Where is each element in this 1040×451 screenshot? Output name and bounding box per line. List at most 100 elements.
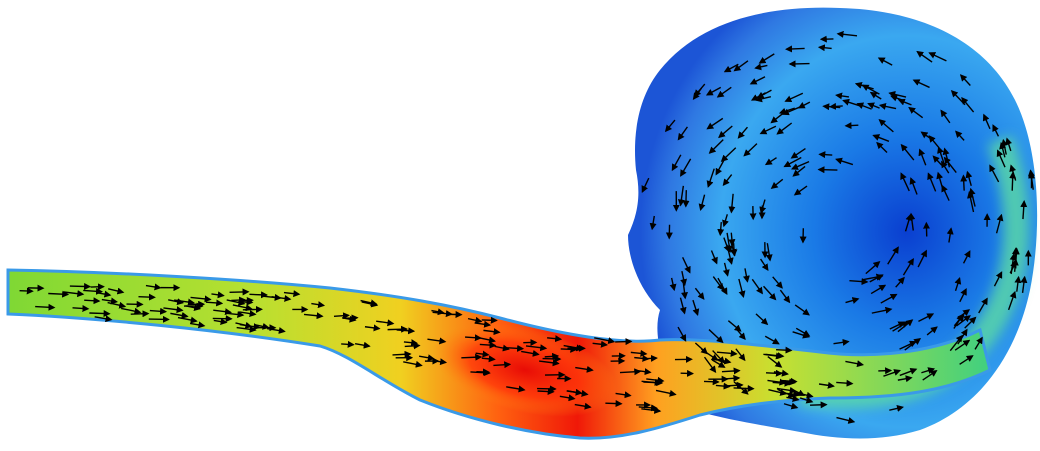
- velocity-arrow: [722, 262, 730, 277]
- velocity-arrow: [836, 416, 856, 424]
- velocity-arrow: [559, 394, 576, 402]
- velocity-arrow: [870, 284, 887, 295]
- velocity-arrow: [149, 307, 168, 315]
- velocity-arrow: [865, 261, 881, 275]
- velocity-arrow: [692, 87, 702, 100]
- velocity-arrow: [475, 336, 496, 344]
- velocity-arrow: [177, 316, 198, 324]
- velocity-arrow: [605, 400, 623, 408]
- velocity-arrow: [736, 329, 746, 341]
- velocity-arrow: [483, 328, 501, 336]
- velocity-arrow: [954, 277, 962, 292]
- velocity-arrow: [794, 304, 810, 316]
- velocity-arrow: [344, 314, 359, 322]
- velocity-arrow: [231, 296, 247, 304]
- velocity-arrow: [755, 313, 769, 326]
- velocity-arrow: [733, 381, 749, 395]
- velocity-arrow: [759, 125, 777, 135]
- velocity-arrow: [737, 126, 748, 139]
- velocity-arrow: [943, 156, 957, 174]
- velocity-arrow: [35, 303, 56, 311]
- velocity-arrow: [954, 339, 971, 351]
- velocity-arrow: [887, 246, 899, 265]
- velocity-arrow: [964, 316, 977, 329]
- velocity-arrow: [965, 170, 973, 186]
- velocity-arrow: [229, 288, 250, 296]
- velocity-arrow: [677, 326, 687, 342]
- velocity-arrow: [727, 320, 742, 332]
- velocity-arrow: [810, 401, 828, 409]
- velocity-arrow: [682, 257, 691, 274]
- velocity-arrow: [836, 379, 854, 387]
- velocity-arrow: [539, 359, 560, 367]
- velocity-arrow: [912, 79, 930, 89]
- velocity-arrow: [1005, 137, 1013, 152]
- velocity-arrow: [227, 311, 245, 318]
- velocity-arrow: [718, 125, 733, 139]
- velocity-arrow: [680, 158, 692, 177]
- velocity-arrow: [249, 291, 269, 299]
- velocity-arrow: [790, 147, 806, 159]
- velocity-arrow: [266, 327, 286, 334]
- velocity-arrow: [949, 334, 963, 352]
- velocity-arrow: [726, 244, 734, 265]
- velocity-arrow: [863, 273, 884, 281]
- velocity-arrow: [941, 160, 950, 174]
- velocity-arrow: [592, 340, 608, 348]
- velocity-arrow: [959, 287, 967, 303]
- velocity-arrow: [950, 89, 966, 106]
- velocity-arrow: [716, 86, 732, 98]
- velocity-arrow: [818, 381, 835, 389]
- velocity-arrow: [733, 384, 755, 392]
- velocity-arrow: [996, 149, 1006, 168]
- velocity-arrow: [107, 301, 127, 309]
- velocity-arrow: [567, 389, 589, 397]
- velocity-arrow: [506, 385, 526, 393]
- velocity-arrow: [69, 282, 92, 290]
- velocity-arrow: [772, 276, 783, 289]
- velocity-arrow: [354, 341, 371, 349]
- velocity-arrow: [211, 291, 225, 299]
- velocity-arrow: [205, 299, 224, 307]
- velocity-arrow: [94, 315, 113, 323]
- velocity-arrow: [677, 126, 688, 141]
- velocity-arrow: [817, 44, 832, 52]
- velocity-arrow: [835, 157, 854, 166]
- velocity-arrow: [638, 404, 659, 412]
- velocity-arrow: [953, 314, 964, 329]
- velocity-arrow: [845, 297, 860, 304]
- velocity-arrow: [655, 389, 677, 397]
- velocity-arrow: [921, 367, 936, 374]
- velocity-arrow: [721, 367, 741, 375]
- velocity-arrow: [503, 344, 525, 352]
- velocity-arrow: [717, 277, 728, 296]
- velocity-arrow: [679, 297, 687, 315]
- velocity-arrow: [784, 92, 804, 102]
- velocity-arrow: [755, 95, 772, 103]
- velocity-arrow: [793, 185, 808, 196]
- velocity-arrow: [767, 356, 783, 368]
- velocity-arrow: [669, 277, 677, 292]
- velocity-arrow: [871, 306, 893, 314]
- velocity-arrow: [376, 319, 395, 327]
- velocity-arrow: [574, 402, 592, 410]
- velocity-arrow: [360, 299, 378, 307]
- velocity-arrow: [1001, 138, 1008, 155]
- velocity-arrow: [899, 340, 917, 350]
- velocity-arrow: [940, 109, 951, 124]
- velocity-arrow: [878, 103, 897, 110]
- velocity-arrow: [1014, 275, 1022, 292]
- velocity-arrow: [168, 298, 185, 306]
- velocity-arrow: [560, 345, 578, 353]
- velocity-arrow: [778, 107, 795, 115]
- velocity-arrow: [108, 287, 125, 295]
- velocity-arrow: [634, 368, 652, 376]
- velocity-arrow: [481, 355, 496, 363]
- velocity-arrow: [130, 310, 150, 318]
- velocity-arrow: [920, 131, 932, 140]
- velocity-arrow: [890, 94, 905, 102]
- velocity-arrow: [764, 335, 780, 345]
- velocity-arrow: [900, 172, 910, 192]
